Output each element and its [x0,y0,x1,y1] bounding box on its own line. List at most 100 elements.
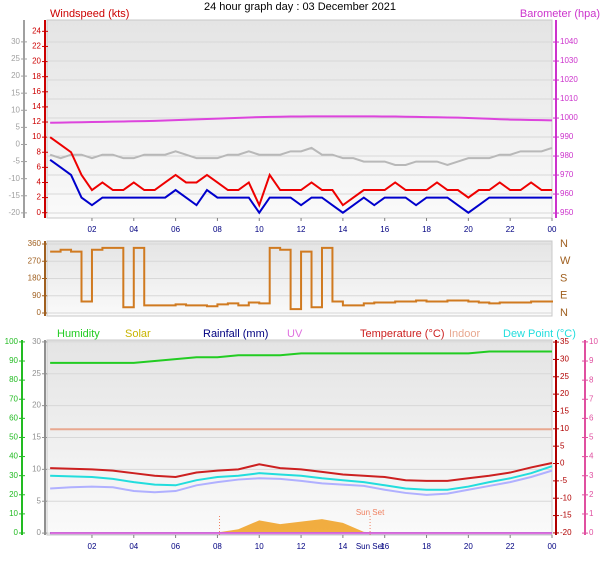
x-tick-label: 00 [548,225,557,234]
event-label: Sun Set [356,508,385,517]
x-tick-label: 08 [213,225,222,234]
y-tick-label: 15 [560,407,569,416]
y-tick-label: S [560,272,567,284]
y-tick-label: 60 [9,413,18,422]
y-tick-label: 0 [16,140,21,149]
y-tick-label: 80 [9,375,18,384]
y-tick-label: 8 [37,147,42,156]
series-line [49,158,552,215]
x-tick-label: 02 [88,542,97,551]
y-tick-label: 40 [9,452,18,461]
y-tick-label: 180 [28,274,42,283]
y-tick-label: 360 [28,239,42,248]
y-tick-label: 15 [32,433,41,442]
x-tick-label: 00 [548,542,557,551]
y-tick-label: 30 [11,37,20,46]
y-tick-label: 0 [37,528,42,537]
y-tick-label: 30 [560,355,569,364]
series-line [50,465,553,491]
legend-entry: Indoor [449,328,481,340]
x-tick-label: 14 [338,542,347,551]
y-tick-label: 1040 [560,37,578,46]
y-tick-label: -15 [8,191,20,200]
x-tick-label: 08 [213,542,222,551]
y-tick-label: 22 [32,42,41,51]
y-tick-label: 18 [32,72,41,81]
y-tick-label: -20 [8,208,20,217]
y-tick-label: 9 [589,356,594,365]
y-tick-label: 950 [560,208,574,217]
y-tick-label: -10 [8,174,20,183]
y-tick-label: 10 [560,424,569,433]
x-tick-label: 22 [506,542,515,551]
y-tick-label: 6 [589,413,594,422]
legend-entry: Humidity [57,328,100,340]
y-tick-label: 0 [560,459,565,468]
y-tick-label: 4 [37,178,42,187]
event-axis-label: Sun Set [356,542,385,551]
y-tick-label: 50 [9,433,18,442]
y-tick-label: 5 [560,441,565,450]
x-tick-label: 06 [171,542,180,551]
graph-title: 24 hour graph day : 03 December 2021 [204,1,396,13]
y-tick-label: 20 [560,389,569,398]
series-line [50,469,553,496]
y-tick-label: 100 [5,337,19,346]
y-tick-label: 3 [589,471,594,480]
x-tick-label: 10 [255,225,264,234]
x-tick-label: 16 [380,542,389,551]
y-tick-label: 20 [11,71,20,80]
x-tick-label: 10 [255,542,264,551]
x-tick-label: 16 [380,225,389,234]
y-tick-label: 20 [32,401,41,410]
x-tick-label: 18 [422,542,431,551]
y-tick-label: -5 [13,157,21,166]
y-tick-label: 1000 [560,113,578,122]
y-tick-label: 10 [589,337,598,346]
x-tick-label: 18 [422,225,431,234]
y-tick-label: 90 [32,291,41,300]
y-tick-label: 0 [589,528,594,537]
x-tick-label: 06 [171,225,180,234]
y-tick-label: 30 [32,337,41,346]
series-area [50,519,552,534]
series-line [50,115,553,124]
y-tick-label: 14 [32,102,41,111]
y-tick-label: 20 [32,57,41,66]
y-tick-label: 30 [9,471,18,480]
y-tick-label: E [560,290,567,302]
y-tick-label: 1010 [560,94,578,103]
x-tick-label: 02 [88,225,97,234]
series-line [49,146,553,167]
y-tick-label: N [560,238,568,250]
y-tick-label: 10 [32,464,41,473]
y-tick-label: 8 [589,375,594,384]
y-tick-label: 35 [560,337,569,346]
axis-label: Barometer (hpa) [520,8,600,20]
series-line [50,246,553,311]
y-tick-label: 10 [9,509,18,518]
y-tick-label: 15 [11,88,20,97]
y-tick-label: 25 [11,54,20,63]
y-tick-label: 6 [37,162,42,171]
y-tick-label: 5 [16,122,21,131]
y-tick-label: -5 [560,476,568,485]
y-tick-label: 24 [32,26,41,35]
series-line [50,350,552,364]
y-tick-label: 2 [37,193,42,202]
legend-entry: Dew Point (°C) [503,328,576,340]
y-tick-label: 0 [14,528,19,537]
y-tick-label: 270 [28,256,42,265]
x-tick-label: 22 [506,225,515,234]
y-tick-label: 980 [560,151,574,160]
y-tick-label: -10 [560,493,572,502]
y-tick-label: 25 [560,372,569,381]
y-tick-label: 70 [9,394,18,403]
x-tick-label: 20 [464,225,473,234]
y-tick-label: 90 [9,356,18,365]
y-tick-label: 0 [37,208,42,217]
y-tick-label: 970 [560,170,574,179]
y-tick-label: 5 [37,496,42,505]
y-tick-label: 990 [560,132,574,141]
